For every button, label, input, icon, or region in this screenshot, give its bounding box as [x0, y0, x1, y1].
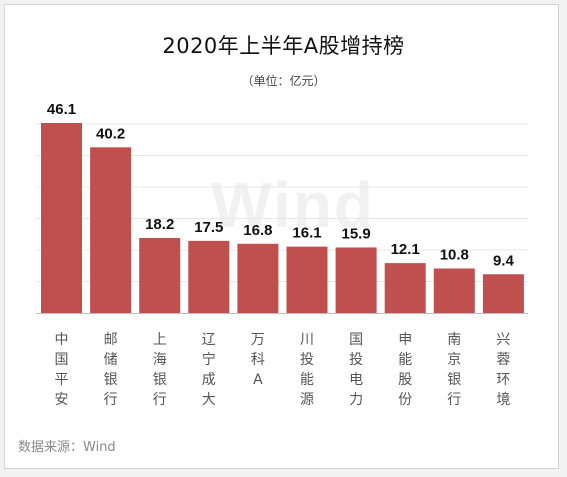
category-char: 上 [153, 332, 167, 348]
data-label-1: 46.1 [47, 101, 76, 118]
category-char: 川 [300, 332, 314, 348]
bar-5 [237, 243, 279, 313]
category-char: 银 [447, 372, 461, 388]
bar-10 [482, 274, 524, 313]
category-char: 份 [398, 392, 412, 408]
category-char: 环 [496, 372, 510, 388]
category-char: 境 [496, 392, 510, 408]
category-char: 安 [55, 392, 69, 408]
category-char: 南 [447, 332, 461, 348]
category-char: 宁 [202, 351, 216, 368]
category-char: 邮 [104, 332, 118, 348]
category-char: 中 [55, 332, 69, 348]
bar-3 [139, 237, 181, 313]
category-char: 万 [251, 332, 265, 348]
bar-6 [286, 246, 328, 313]
chart-subtitle: （单位：亿元） [241, 74, 326, 88]
category-char: 股 [398, 372, 412, 388]
data-label-7: 15.9 [341, 225, 370, 242]
category-char: 银 [104, 372, 118, 388]
category-char: 电 [349, 372, 363, 388]
category-char: A [253, 372, 263, 388]
category-char: 银 [153, 372, 167, 388]
category-char: 蓉 [496, 352, 510, 368]
category-char: 京 [447, 352, 461, 368]
category-char: 源 [300, 392, 314, 408]
category-char: 成 [202, 372, 216, 388]
data-label-8: 12.1 [391, 241, 420, 258]
category-char: 兴 [496, 332, 510, 348]
data-label-9: 10.8 [440, 246, 469, 263]
category-char: 国 [349, 332, 363, 348]
category-char: 海 [153, 352, 167, 368]
source-note: 数据来源：Wind [18, 440, 116, 455]
bar-9 [433, 268, 475, 313]
category-label-5: 万科A [251, 332, 265, 388]
data-label-6: 16.1 [292, 225, 321, 242]
data-label-4: 17.5 [194, 219, 223, 236]
bar-4 [188, 240, 230, 313]
category-char: 行 [104, 392, 118, 408]
category-char: 大 [202, 392, 216, 408]
chart-title: 2020年上半年A股增持榜 [162, 34, 405, 58]
bar-1 [41, 123, 82, 313]
category-char: 储 [104, 352, 118, 368]
category-char: 力 [349, 392, 363, 408]
bar-8 [384, 263, 426, 313]
category-char: 行 [153, 392, 167, 408]
category-char: 行 [447, 392, 461, 408]
category-char: 国 [55, 352, 69, 368]
category-char: 科 [251, 352, 265, 368]
category-char: 能 [300, 372, 314, 388]
bar-2 [90, 147, 132, 313]
watermark-logo: Wind [211, 169, 375, 241]
category-char: 能 [398, 352, 412, 368]
data-label-3: 18.2 [145, 216, 174, 233]
category-char: 平 [55, 372, 69, 388]
category-char: 申 [398, 332, 412, 348]
data-label-2: 40.2 [96, 125, 125, 142]
category-char: 投 [349, 352, 363, 368]
category-char: 投 [300, 352, 314, 368]
data-label-5: 16.8 [243, 222, 272, 239]
category-char: 辽 [202, 332, 216, 348]
bar-7 [335, 247, 377, 313]
data-label-10: 9.4 [493, 252, 515, 269]
